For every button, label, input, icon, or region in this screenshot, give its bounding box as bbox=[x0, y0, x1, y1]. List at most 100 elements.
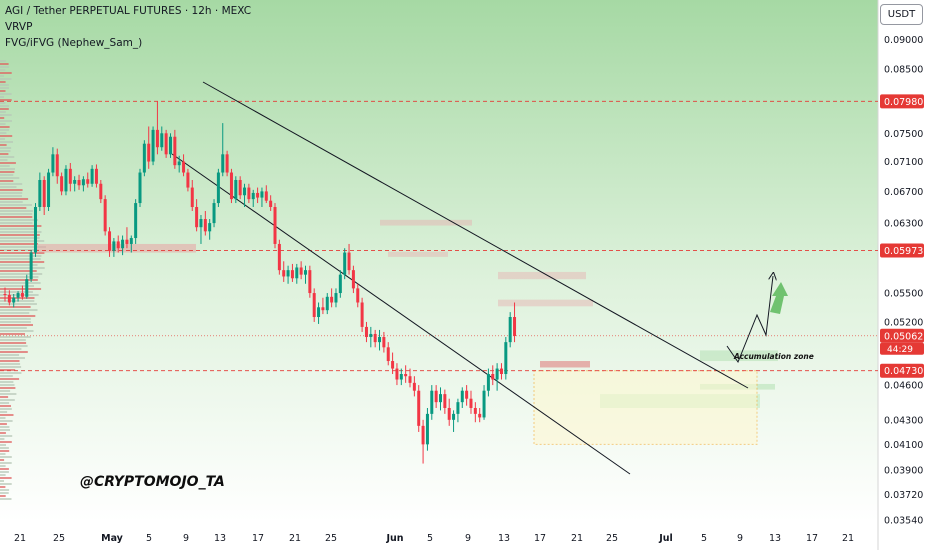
candle-body bbox=[99, 183, 103, 200]
time-tick-label: 13 bbox=[214, 533, 226, 544]
vrvp-bar bbox=[0, 108, 9, 110]
candle-body bbox=[103, 199, 107, 232]
time-tick-label: Jul bbox=[658, 533, 673, 544]
price-label-box bbox=[880, 363, 924, 378]
indicator-fvg-label[interactable]: FVG/iFVG (Nephew_Sam_) bbox=[5, 37, 143, 49]
candle-body bbox=[155, 129, 159, 148]
vrvp-bar bbox=[0, 225, 42, 227]
price-tick-label: 0.06700 bbox=[884, 187, 923, 198]
vrvp-bar bbox=[0, 117, 5, 119]
vrvp-bar bbox=[0, 204, 32, 206]
time-axis[interactable]: 21 25 May 5 9 13 17 21 25 Jun 5 9 13 17 21 25 Jul 5 9 13 17 2… bbox=[14, 533, 854, 544]
vrvp-bar bbox=[0, 357, 25, 359]
vrvp-bar bbox=[0, 222, 33, 224]
candles bbox=[3, 101, 517, 464]
vrvp-bar bbox=[0, 174, 14, 176]
vrvp-bar bbox=[0, 141, 13, 143]
candle-body bbox=[173, 136, 177, 166]
countdown-box bbox=[880, 342, 924, 355]
candle-body bbox=[465, 390, 469, 399]
price-axis[interactable]: 0.09000 0.08500 0.07980 0.07500 0.07100 0.067… bbox=[880, 35, 924, 527]
candle-body bbox=[460, 390, 464, 403]
candle-body bbox=[112, 241, 116, 251]
price-tick-label: 0.04300 bbox=[884, 415, 923, 426]
vrvp-bar bbox=[0, 252, 45, 254]
candle-body bbox=[203, 219, 207, 232]
vrvp-bar bbox=[0, 264, 38, 266]
vrvp-bar bbox=[0, 135, 13, 137]
time-tick-label: 17 bbox=[252, 533, 264, 544]
vrvp-bar bbox=[0, 120, 12, 122]
vrvp-bar bbox=[0, 168, 15, 170]
fvg-zone bbox=[540, 361, 590, 368]
candle-body bbox=[160, 133, 164, 148]
time-tick-label: 21 bbox=[289, 533, 301, 544]
candle-body bbox=[234, 179, 238, 200]
price-tick-label: 0.03720 bbox=[884, 490, 923, 501]
candle-body bbox=[243, 187, 247, 196]
vrvp-bar bbox=[0, 231, 42, 233]
vrvp-bar bbox=[0, 60, 6, 62]
candle-body bbox=[391, 361, 395, 369]
candle-body bbox=[421, 425, 425, 445]
vrvp-bar bbox=[0, 147, 12, 149]
vrvp-bar bbox=[0, 420, 13, 422]
candle-body bbox=[499, 368, 503, 375]
time-tick-label: 17 bbox=[534, 533, 546, 544]
candle-body bbox=[469, 398, 473, 408]
vrvp-bar bbox=[0, 159, 8, 161]
vrvp-bar bbox=[0, 465, 6, 467]
indicator-vrvp-label[interactable]: VRVP bbox=[5, 21, 33, 33]
candle-body bbox=[317, 307, 321, 318]
candle-body bbox=[108, 231, 112, 251]
vrvp-bar bbox=[0, 312, 30, 314]
vrvp-bar bbox=[0, 240, 45, 242]
candle-body bbox=[177, 161, 181, 166]
vrvp-bar bbox=[0, 438, 5, 440]
candle-body bbox=[395, 368, 399, 380]
vrvp-bar bbox=[0, 468, 9, 470]
candle-body bbox=[38, 179, 42, 208]
candle-body bbox=[81, 179, 85, 186]
vrvp-bar bbox=[0, 282, 41, 284]
time-tick-label: 21 bbox=[842, 533, 854, 544]
candle-body bbox=[182, 161, 186, 173]
vrvp-bar bbox=[0, 285, 34, 287]
vrvp-bar bbox=[0, 345, 28, 347]
vrvp-bar bbox=[0, 81, 6, 83]
currency-button[interactable]: USDT bbox=[880, 4, 923, 25]
time-tick-label: May bbox=[101, 533, 124, 544]
candle-body bbox=[286, 270, 290, 277]
vrvp-bar bbox=[0, 288, 42, 290]
time-tick-label: 17 bbox=[806, 533, 818, 544]
vrvp-bar bbox=[0, 336, 31, 338]
candle-body bbox=[364, 326, 368, 338]
vrvp-bar bbox=[0, 165, 10, 167]
vrvp-bar bbox=[0, 390, 11, 392]
candle-body bbox=[399, 374, 403, 380]
candle-body bbox=[116, 241, 120, 249]
candle-body bbox=[238, 179, 242, 196]
price-tick-label: 0.07100 bbox=[884, 157, 923, 168]
time-axis-background bbox=[0, 522, 878, 550]
vrvp-bar bbox=[0, 402, 10, 404]
candle-body bbox=[382, 337, 386, 348]
vrvp-bar bbox=[0, 138, 5, 140]
vrvp-bar bbox=[0, 447, 9, 449]
vrvp-bar bbox=[0, 369, 16, 371]
time-tick-label: 13 bbox=[498, 533, 510, 544]
vrvp-bar bbox=[0, 363, 21, 365]
candle-body bbox=[186, 172, 190, 188]
candle-body bbox=[121, 239, 125, 249]
price-tick-label: 0.07500 bbox=[884, 129, 923, 140]
candle-body bbox=[473, 407, 477, 414]
candle-body bbox=[273, 207, 277, 244]
candle-body bbox=[251, 192, 255, 200]
time-tick-label: 9 bbox=[183, 533, 189, 544]
candle-body bbox=[229, 172, 233, 200]
time-tick-label: 21 bbox=[571, 533, 583, 544]
candle-body bbox=[486, 374, 490, 391]
candle-body bbox=[478, 413, 482, 418]
